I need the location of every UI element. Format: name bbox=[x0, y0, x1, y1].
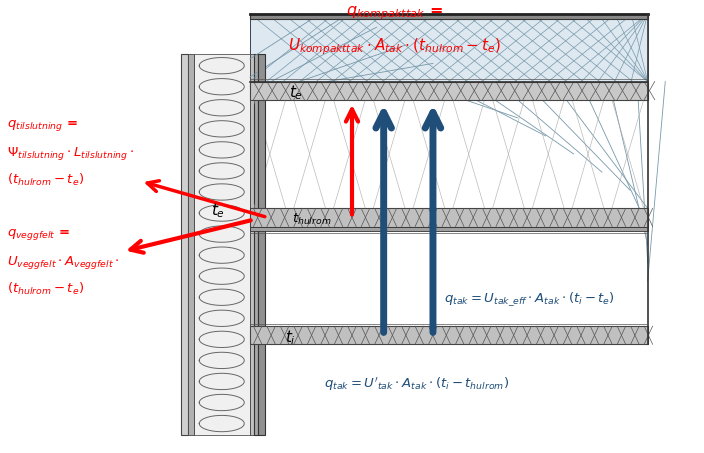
Text: $t_e$: $t_e$ bbox=[289, 83, 303, 102]
Bar bbox=[188, 54, 194, 435]
Bar bbox=[250, 326, 648, 344]
Bar bbox=[250, 208, 648, 226]
Text: $\Psi_{tilslutning} \cdot L_{tilslutning} \cdot$: $\Psi_{tilslutning} \cdot L_{tilslutning… bbox=[7, 145, 134, 162]
Text: $q_{tak} = U_{tak\_eff} \cdot A_{tak} \cdot (t_i - t_e)$: $q_{tak} = U_{tak\_eff} \cdot A_{tak} \c… bbox=[444, 290, 615, 308]
Bar bbox=[250, 54, 254, 435]
Bar bbox=[250, 14, 648, 19]
Text: $t_i$: $t_i$ bbox=[285, 328, 296, 347]
Text: $q_{tilslutning}$ =: $q_{tilslutning}$ = bbox=[7, 118, 78, 133]
Text: $U_{veggfelt} \cdot A_{veggfelt} \cdot$: $U_{veggfelt} \cdot A_{veggfelt} \cdot$ bbox=[7, 254, 120, 271]
Bar bbox=[254, 54, 258, 435]
Text: $t_e$: $t_e$ bbox=[211, 201, 225, 220]
Text: $q_{kompakttak}$ =: $q_{kompakttak}$ = bbox=[346, 5, 443, 22]
Bar bbox=[181, 54, 188, 435]
Text: $(t_{hulrom} - t_e)$: $(t_{hulrom} - t_e)$ bbox=[7, 172, 84, 188]
Text: $q_{veggfelt}$ =: $q_{veggfelt}$ = bbox=[7, 226, 70, 241]
Text: $(t_{hulrom} - t_e)$: $(t_{hulrom} - t_e)$ bbox=[7, 281, 84, 297]
Text: $q_{tak} = U'_{tak} \cdot A_{tak} \cdot (t_i - t_{hulrom})$: $q_{tak} = U'_{tak} \cdot A_{tak} \cdot … bbox=[324, 376, 509, 394]
Bar bbox=[194, 54, 250, 435]
Bar bbox=[250, 14, 648, 82]
Bar bbox=[258, 54, 265, 435]
Bar bbox=[250, 226, 648, 231]
Text: $t_{hulrom}$: $t_{hulrom}$ bbox=[292, 212, 332, 227]
Bar bbox=[250, 82, 648, 100]
Text: $U_{kompakttak} \cdot A_{tak} \cdot (t_{hulrom} - t_e)$: $U_{kompakttak} \cdot A_{tak} \cdot (t_{… bbox=[288, 36, 501, 57]
